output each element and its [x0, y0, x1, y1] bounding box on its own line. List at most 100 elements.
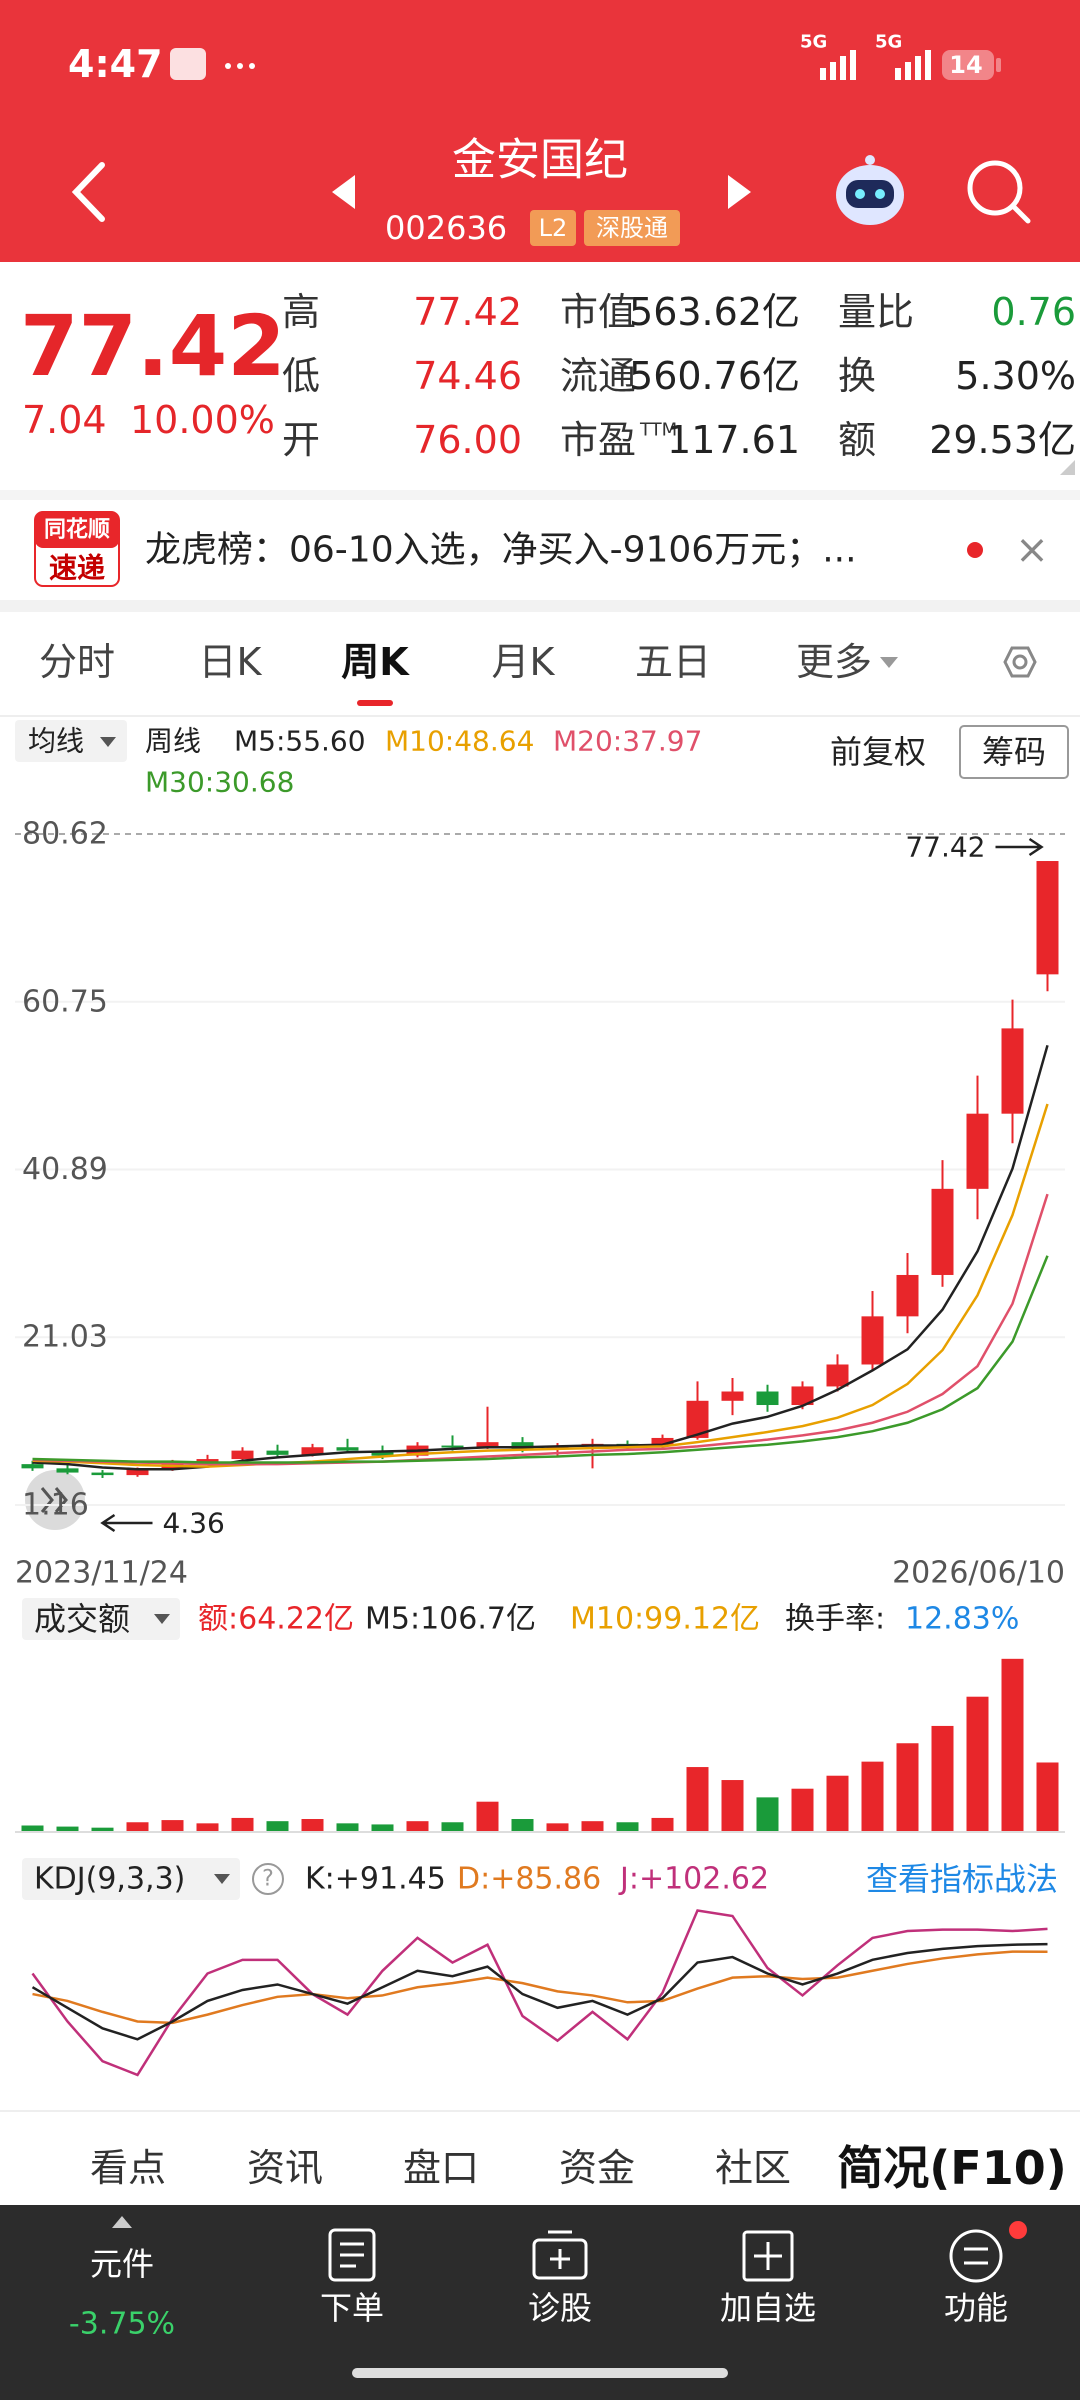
nav-sub: -3.75%: [69, 2307, 175, 2342]
badge-label: L2: [539, 214, 568, 242]
info-tab[interactable]: 盘口: [403, 2146, 479, 2190]
candle-body: [301, 1447, 324, 1455]
strategy-link[interactable]: 查看指标战法: [866, 1860, 1058, 1898]
ma-line: [32, 1193, 1049, 1466]
candle-body: [196, 1459, 219, 1463]
nav-label[interactable]: 下单: [320, 2289, 384, 2327]
volume-bar: [966, 1696, 989, 1832]
status-icons: [225, 50, 1001, 80]
volume-bar: [126, 1822, 149, 1832]
y-tick-label: 60.75: [22, 984, 108, 1019]
stat-label: 开: [282, 418, 320, 462]
info-tab[interactable]: 社区: [715, 2146, 791, 2190]
y-tick-label: 21.03: [22, 1320, 108, 1355]
stock-name: 金安国纪: [452, 135, 628, 186]
info-tab[interactable]: 简况(F10): [837, 2141, 1066, 2195]
assistant-button[interactable]: [836, 155, 904, 225]
candle-body: [826, 1364, 849, 1387]
kdj-line: [31, 1909, 1048, 2077]
candle-body: [861, 1316, 884, 1365]
candle-body: [91, 1472, 114, 1476]
status-time: 4:47: [68, 42, 163, 86]
candle-body: [966, 1113, 989, 1189]
news-text[interactable]: 龙虎榜：06-10入选，净买入-9106万元；...: [145, 530, 857, 571]
stock-code: 002636: [385, 209, 507, 247]
nav-label[interactable]: 功能: [944, 2289, 1008, 2327]
volume-bar: [651, 1817, 674, 1832]
adjust-label[interactable]: 前复权: [830, 733, 926, 771]
nav-label[interactable]: 加自选: [720, 2289, 816, 2327]
info-tab[interactable]: 资讯: [247, 2146, 323, 2190]
volume-bar: [896, 1743, 919, 1832]
volume-bar: [861, 1761, 884, 1832]
kdj-title: KDJ(9,3,3): [34, 1862, 185, 1897]
volume-bar: [441, 1822, 464, 1832]
candle-body: [21, 1464, 44, 1469]
volume-bar: [511, 1819, 534, 1832]
select-caret: [100, 737, 116, 747]
back-button[interactable]: [71, 162, 105, 222]
indicator-select[interactable]: [15, 720, 127, 762]
candle-body: [931, 1188, 954, 1275]
info-tab[interactable]: 资金: [559, 2146, 635, 2190]
badge: [584, 210, 680, 246]
nav-label[interactable]: 元件: [90, 2245, 154, 2283]
search-button[interactable]: [967, 160, 1031, 224]
select-caret: [154, 1614, 170, 1624]
legend-entry: D:+85.86: [457, 1862, 601, 1897]
candle-body: [476, 1442, 499, 1448]
low-label: 4.36: [163, 1506, 225, 1539]
indicator-select[interactable]: [22, 1858, 240, 1900]
period-tab[interactable]: 五日: [635, 640, 711, 684]
nav-label[interactable]: 诊股: [528, 2289, 592, 2327]
volume-bar: [791, 1788, 814, 1832]
volume-bar: [56, 1826, 79, 1832]
period-tab[interactable]: 月K: [492, 640, 556, 684]
volume-bar: [721, 1780, 744, 1832]
chips-button[interactable]: [959, 725, 1069, 779]
info-tab[interactable]: 看点: [90, 2146, 166, 2190]
app-icon: [170, 48, 206, 80]
volume-bar: [756, 1797, 779, 1832]
period-tab[interactable]: 更多: [796, 640, 872, 684]
volume-bar: [1036, 1762, 1059, 1832]
stat-value: 560.76亿: [629, 354, 800, 398]
high-arrow: [995, 837, 1044, 857]
volume-bar: [581, 1821, 604, 1832]
period-tab[interactable]: 周K: [341, 640, 410, 684]
stat-value: 117.61: [667, 418, 800, 462]
volume-bar: [301, 1819, 324, 1832]
expand-corner[interactable]: [1060, 460, 1075, 475]
news-logo-top: [35, 512, 119, 548]
news-logo-text: 同花顺: [44, 517, 110, 543]
price-change-pct: 10.00%: [130, 398, 275, 442]
period-tab[interactable]: 分时: [39, 640, 115, 684]
stat-label: 流通: [560, 354, 636, 398]
volume-bar: [1001, 1658, 1024, 1832]
period-tab[interactable]: 日K: [199, 640, 263, 684]
x-tick-label: 2026/06/10: [892, 1556, 1065, 1591]
stat-label: 换: [838, 354, 876, 398]
high-label: 77.42: [905, 831, 985, 864]
legend-entry: 换手率:: [785, 1602, 885, 1637]
legend-entry: K:+91.45: [305, 1862, 446, 1897]
ma-line: [32, 1044, 1049, 1471]
candle-body: [896, 1274, 919, 1317]
prev-stock[interactable]: [332, 175, 355, 209]
legend-entry: M5:55.60: [234, 725, 366, 758]
nav-arrow: [112, 2216, 132, 2228]
help-icon[interactable]: [252, 1863, 284, 1895]
news-dot: [967, 542, 983, 558]
news-close[interactable]: ×: [1015, 527, 1049, 573]
next-stock[interactable]: [728, 175, 751, 209]
chart-settings[interactable]: [1003, 646, 1037, 678]
volume-title: 成交额: [34, 1600, 130, 1638]
candle-body: [791, 1386, 814, 1406]
separator: [0, 490, 1080, 500]
indicator-select[interactable]: [22, 1598, 180, 1640]
volume-bar: [21, 1825, 44, 1832]
separator: [0, 600, 1080, 612]
stat-value: 29.53亿: [929, 418, 1076, 462]
collapse-button[interactable]: [25, 1470, 85, 1530]
badge: [530, 210, 576, 246]
